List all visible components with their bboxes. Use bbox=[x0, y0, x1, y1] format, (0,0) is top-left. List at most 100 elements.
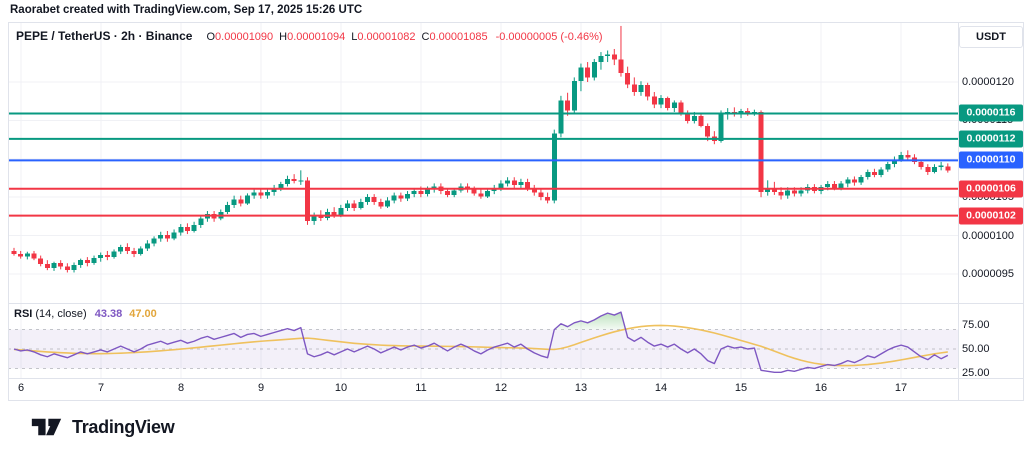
candle-up bbox=[885, 164, 891, 170]
candle-up bbox=[878, 169, 884, 175]
candle-up bbox=[98, 254, 104, 258]
candle-down bbox=[565, 100, 571, 111]
candle-down bbox=[418, 191, 424, 195]
candle-down bbox=[758, 111, 764, 192]
candle-down bbox=[38, 258, 44, 265]
rsi-title[interactable]: RSI bbox=[14, 308, 33, 320]
rsi-ma-line bbox=[13, 324, 948, 367]
candle-down bbox=[331, 211, 337, 215]
candle-up bbox=[405, 194, 411, 199]
candle-down bbox=[631, 84, 637, 92]
candle-down bbox=[238, 199, 244, 204]
candle-down bbox=[318, 215, 324, 218]
candle-down bbox=[645, 85, 651, 97]
candle-up bbox=[144, 243, 150, 249]
candle-up bbox=[938, 165, 944, 168]
candle-up bbox=[198, 218, 204, 225]
candle-up bbox=[278, 184, 284, 188]
candle-up bbox=[551, 133, 557, 201]
candle-down bbox=[771, 187, 777, 192]
symbol-title[interactable]: PEPE / TetherUS · 2h · Binance bbox=[16, 29, 193, 43]
candle-up bbox=[838, 183, 844, 188]
candle-down bbox=[44, 264, 50, 268]
candle-up bbox=[865, 171, 871, 178]
candle-down bbox=[778, 191, 784, 196]
candle-up bbox=[505, 180, 511, 184]
candle-up bbox=[425, 189, 431, 195]
candle-down bbox=[705, 125, 711, 137]
symbol-legend[interactable]: PEPE / TetherUS · 2h · Binance O0.0000109… bbox=[16, 29, 603, 43]
candle-up bbox=[391, 195, 397, 201]
candle-up bbox=[284, 178, 290, 185]
candle-down bbox=[184, 227, 190, 231]
candle-up bbox=[78, 260, 84, 265]
candle-down bbox=[831, 184, 837, 188]
candle-down bbox=[478, 193, 484, 197]
high-value: 0.00001094 bbox=[287, 31, 346, 43]
candle-up bbox=[858, 177, 864, 183]
candle-up bbox=[345, 203, 350, 208]
rsi-value: 43.38 bbox=[94, 308, 123, 320]
candle-down bbox=[525, 181, 531, 188]
candle-down bbox=[84, 260, 90, 264]
change-value: -0.00000005 (-0.46%) bbox=[495, 31, 603, 43]
candle-up bbox=[298, 180, 304, 182]
candle-down bbox=[611, 54, 617, 60]
candle-down bbox=[851, 179, 857, 183]
candle-down bbox=[11, 250, 17, 255]
tradingview-logo-icon bbox=[31, 418, 62, 436]
candle-down bbox=[371, 197, 377, 202]
open-value: 0.00001090 bbox=[215, 31, 274, 43]
tradingview-logo-link[interactable]: TradingView bbox=[30, 414, 175, 440]
candle-up bbox=[571, 81, 577, 111]
candle-down bbox=[304, 180, 310, 222]
candle-up bbox=[178, 227, 184, 233]
candle-up bbox=[138, 248, 144, 255]
candle-up bbox=[451, 190, 457, 195]
candle-up bbox=[485, 191, 491, 197]
candle-up bbox=[118, 247, 124, 252]
candle-down bbox=[58, 263, 64, 267]
candle-up bbox=[638, 85, 644, 92]
candle-up bbox=[264, 191, 270, 196]
candle-down bbox=[625, 72, 631, 85]
candle-down bbox=[124, 247, 130, 251]
candle-down bbox=[545, 197, 551, 201]
candle-down bbox=[745, 111, 751, 114]
candle-up bbox=[411, 191, 417, 195]
rsi-overbought-fill bbox=[284, 312, 626, 330]
candle-up bbox=[158, 234, 164, 239]
candle-down bbox=[471, 189, 477, 194]
candle-up bbox=[691, 115, 697, 122]
rsi-legend[interactable]: RSI (14, close) 43.38 47.00 bbox=[14, 308, 157, 320]
low-value: 0.00001082 bbox=[357, 31, 416, 43]
candle-up bbox=[658, 98, 664, 105]
candle-up bbox=[718, 113, 724, 142]
open-label: O bbox=[206, 31, 216, 43]
currency-toggle-usdt[interactable]: USDT bbox=[959, 26, 1023, 48]
candle-down bbox=[905, 154, 911, 158]
candle-down bbox=[531, 187, 537, 193]
candle-down bbox=[665, 98, 671, 109]
candle-up bbox=[558, 100, 564, 134]
candle-up bbox=[311, 215, 317, 222]
candle-down bbox=[925, 167, 931, 172]
candle-up bbox=[251, 192, 257, 196]
candle-down bbox=[164, 234, 170, 239]
candle-down bbox=[351, 203, 357, 208]
candle-down bbox=[378, 201, 384, 207]
candle-up bbox=[578, 67, 584, 82]
candle-down bbox=[258, 192, 264, 196]
candle-down bbox=[104, 254, 110, 258]
close-value: 0.00001085 bbox=[429, 31, 488, 43]
candle-up bbox=[765, 187, 771, 192]
candle-up bbox=[365, 197, 371, 202]
candle-down bbox=[511, 180, 517, 185]
close-label: C bbox=[421, 31, 430, 43]
candle-down bbox=[18, 254, 24, 257]
candle-up bbox=[151, 238, 157, 244]
candle-up bbox=[591, 62, 597, 78]
candle-down bbox=[31, 253, 37, 259]
rsi-ma-value: 47.00 bbox=[129, 308, 157, 320]
